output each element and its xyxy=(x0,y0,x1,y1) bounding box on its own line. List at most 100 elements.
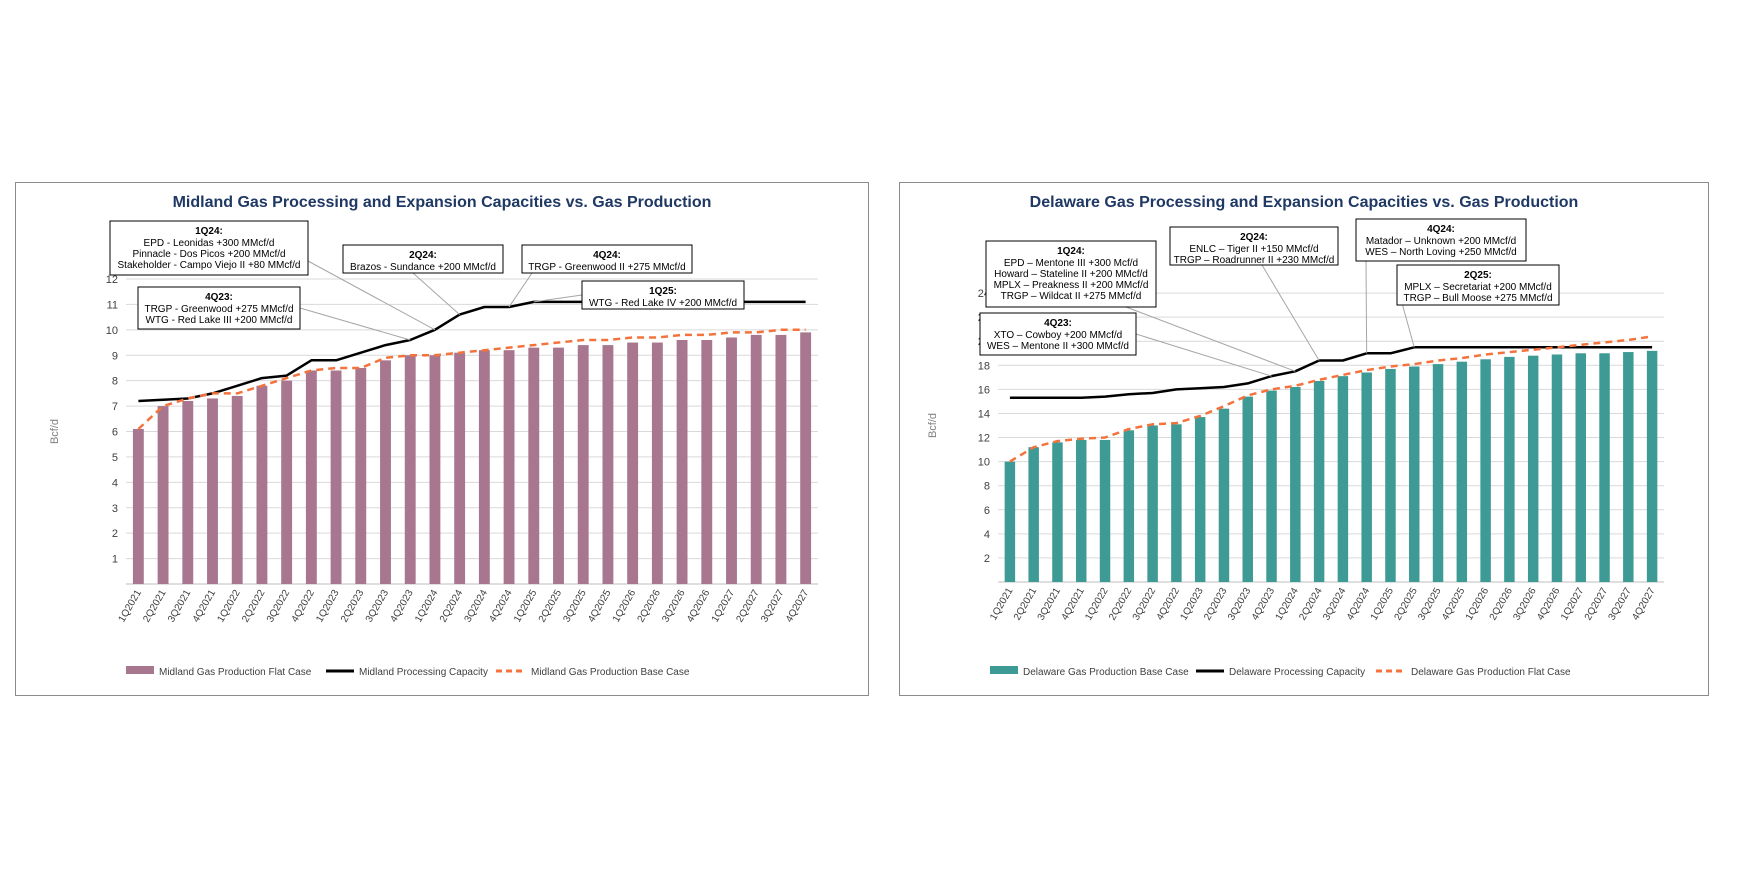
callout-box xyxy=(979,312,1137,356)
bar xyxy=(330,370,342,584)
y-tick-label: 12 xyxy=(106,274,118,286)
bar xyxy=(1052,442,1063,582)
callout-leader-line xyxy=(508,272,533,308)
callout-line: Howard – Stateline II +200 MMcf/d xyxy=(994,269,1148,280)
x-tick-label: 4Q2021 xyxy=(191,588,219,625)
bar xyxy=(1504,356,1515,582)
bar xyxy=(157,406,169,584)
x-tick-label: 2Q2021 xyxy=(141,588,169,625)
callout-box xyxy=(581,280,745,310)
y-tick-label: 18 xyxy=(978,360,990,372)
x-tick-label: 1Q2024 xyxy=(413,588,441,625)
callout-line: WES – Mentone II +300 MMcf/d xyxy=(987,341,1129,352)
bar xyxy=(305,370,317,584)
callout-line: WES – North Loving +250 MMcf/d xyxy=(1365,247,1516,258)
y-tick-label: 7 xyxy=(112,401,118,413)
x-tick-label: 4Q2027 xyxy=(1630,586,1658,623)
callout-leader-line xyxy=(1125,306,1296,372)
x-tick-label: 1Q2022 xyxy=(215,588,243,625)
bar xyxy=(1480,359,1491,582)
midland-chart-panel: Midland Gas Processing and Expansion Cap… xyxy=(15,182,869,696)
bar xyxy=(355,367,367,584)
bar xyxy=(553,347,564,584)
x-tick-label: 3Q2025 xyxy=(561,588,589,625)
callout-box xyxy=(342,244,504,274)
bar xyxy=(503,350,515,584)
y-tick-label: 6 xyxy=(112,427,118,439)
callout-heading: 2Q25: xyxy=(1464,270,1492,281)
bar xyxy=(1242,396,1253,582)
legend-swatch xyxy=(990,666,1018,674)
callout-heading: 4Q24: xyxy=(1427,224,1455,235)
callout-line: EPD – Mentone III +300 Mcf/d xyxy=(1004,258,1138,269)
bar xyxy=(1099,439,1111,582)
callout-line: TRGP - Greenwood +275 MMcf/d xyxy=(144,304,293,315)
bar xyxy=(256,385,268,584)
x-tick-label: 2Q2025 xyxy=(537,588,565,625)
bar xyxy=(602,345,614,584)
bar xyxy=(1194,417,1206,582)
bar xyxy=(281,380,293,584)
callout-line: Stakeholder - Campo Viejo II +80 MMcf/d xyxy=(118,260,301,271)
callout-heading: 1Q24: xyxy=(195,226,223,237)
bar xyxy=(404,355,416,584)
callout-leader-line xyxy=(533,294,583,303)
bar xyxy=(701,340,713,584)
bar xyxy=(726,337,737,584)
legend-swatch xyxy=(126,666,154,674)
series-line xyxy=(1009,346,1653,400)
callout-leader-line xyxy=(1365,260,1368,354)
y-tick-label: 4 xyxy=(112,477,118,489)
x-tick-label: 3Q2022 xyxy=(265,588,293,625)
bar xyxy=(182,401,194,584)
callout-leader-line xyxy=(1135,333,1272,377)
x-tick-label: 3Q2021 xyxy=(166,588,194,625)
bar xyxy=(1646,350,1658,582)
callout-line: TRGP – Roadrunner II +230 MMcf/d xyxy=(1174,255,1335,266)
x-tick-label: 2Q2023 xyxy=(339,588,367,625)
legend-label: Midland Gas Production Base Case xyxy=(531,667,690,678)
callout-heading: 4Q24: xyxy=(593,250,621,261)
bar xyxy=(1171,424,1182,582)
bar xyxy=(132,428,144,584)
bar xyxy=(231,395,243,584)
callout-line: EPD - Leonidas +300 MMcf/d xyxy=(144,238,275,249)
bar xyxy=(1575,353,1586,582)
x-tick-label: 1Q2021 xyxy=(117,588,145,625)
x-tick-label: 3Q2026 xyxy=(660,588,688,625)
bar xyxy=(429,355,441,584)
callout-heading: 2Q24: xyxy=(1240,232,1268,243)
callout-line: MPLX – Preakness II +200 MMcf/d xyxy=(994,280,1149,291)
bar xyxy=(1004,461,1016,582)
bar xyxy=(1337,376,1349,582)
bar xyxy=(1218,408,1230,582)
bar xyxy=(478,350,490,584)
x-tick-label: 4Q2022 xyxy=(290,588,318,625)
y-tick-label: 11 xyxy=(107,299,118,311)
bar xyxy=(1313,380,1325,582)
bar xyxy=(750,334,762,584)
bar xyxy=(1361,372,1372,582)
callout-heading: 4Q23: xyxy=(205,292,233,303)
callout-box xyxy=(1396,264,1560,306)
callout-line: Matador – Unknown +200 MMcf/d xyxy=(1366,236,1516,247)
callout-box xyxy=(1355,218,1527,262)
x-tick-label: 4Q2025 xyxy=(586,588,614,625)
y-tick-label: 1 xyxy=(112,554,118,566)
x-tick-label: 2Q2027 xyxy=(734,588,762,625)
bar xyxy=(1385,368,1396,582)
bar xyxy=(1599,353,1610,582)
y-tick-label: 5 xyxy=(112,452,118,464)
series-line-dashed xyxy=(137,328,806,430)
bar xyxy=(1623,352,1634,582)
y-tick-label: 6 xyxy=(984,505,990,517)
x-tick-label: 2Q2024 xyxy=(438,588,466,625)
bar xyxy=(775,334,787,584)
x-tick-label: 1Q2026 xyxy=(611,588,639,625)
x-tick-label: 1Q2027 xyxy=(710,588,738,625)
bar xyxy=(528,347,540,584)
x-tick-label: 1Q2023 xyxy=(314,588,342,625)
callout-leader-line xyxy=(307,260,436,331)
y-tick-label: 2 xyxy=(984,553,990,565)
x-tick-label: 4Q2024 xyxy=(487,588,515,625)
